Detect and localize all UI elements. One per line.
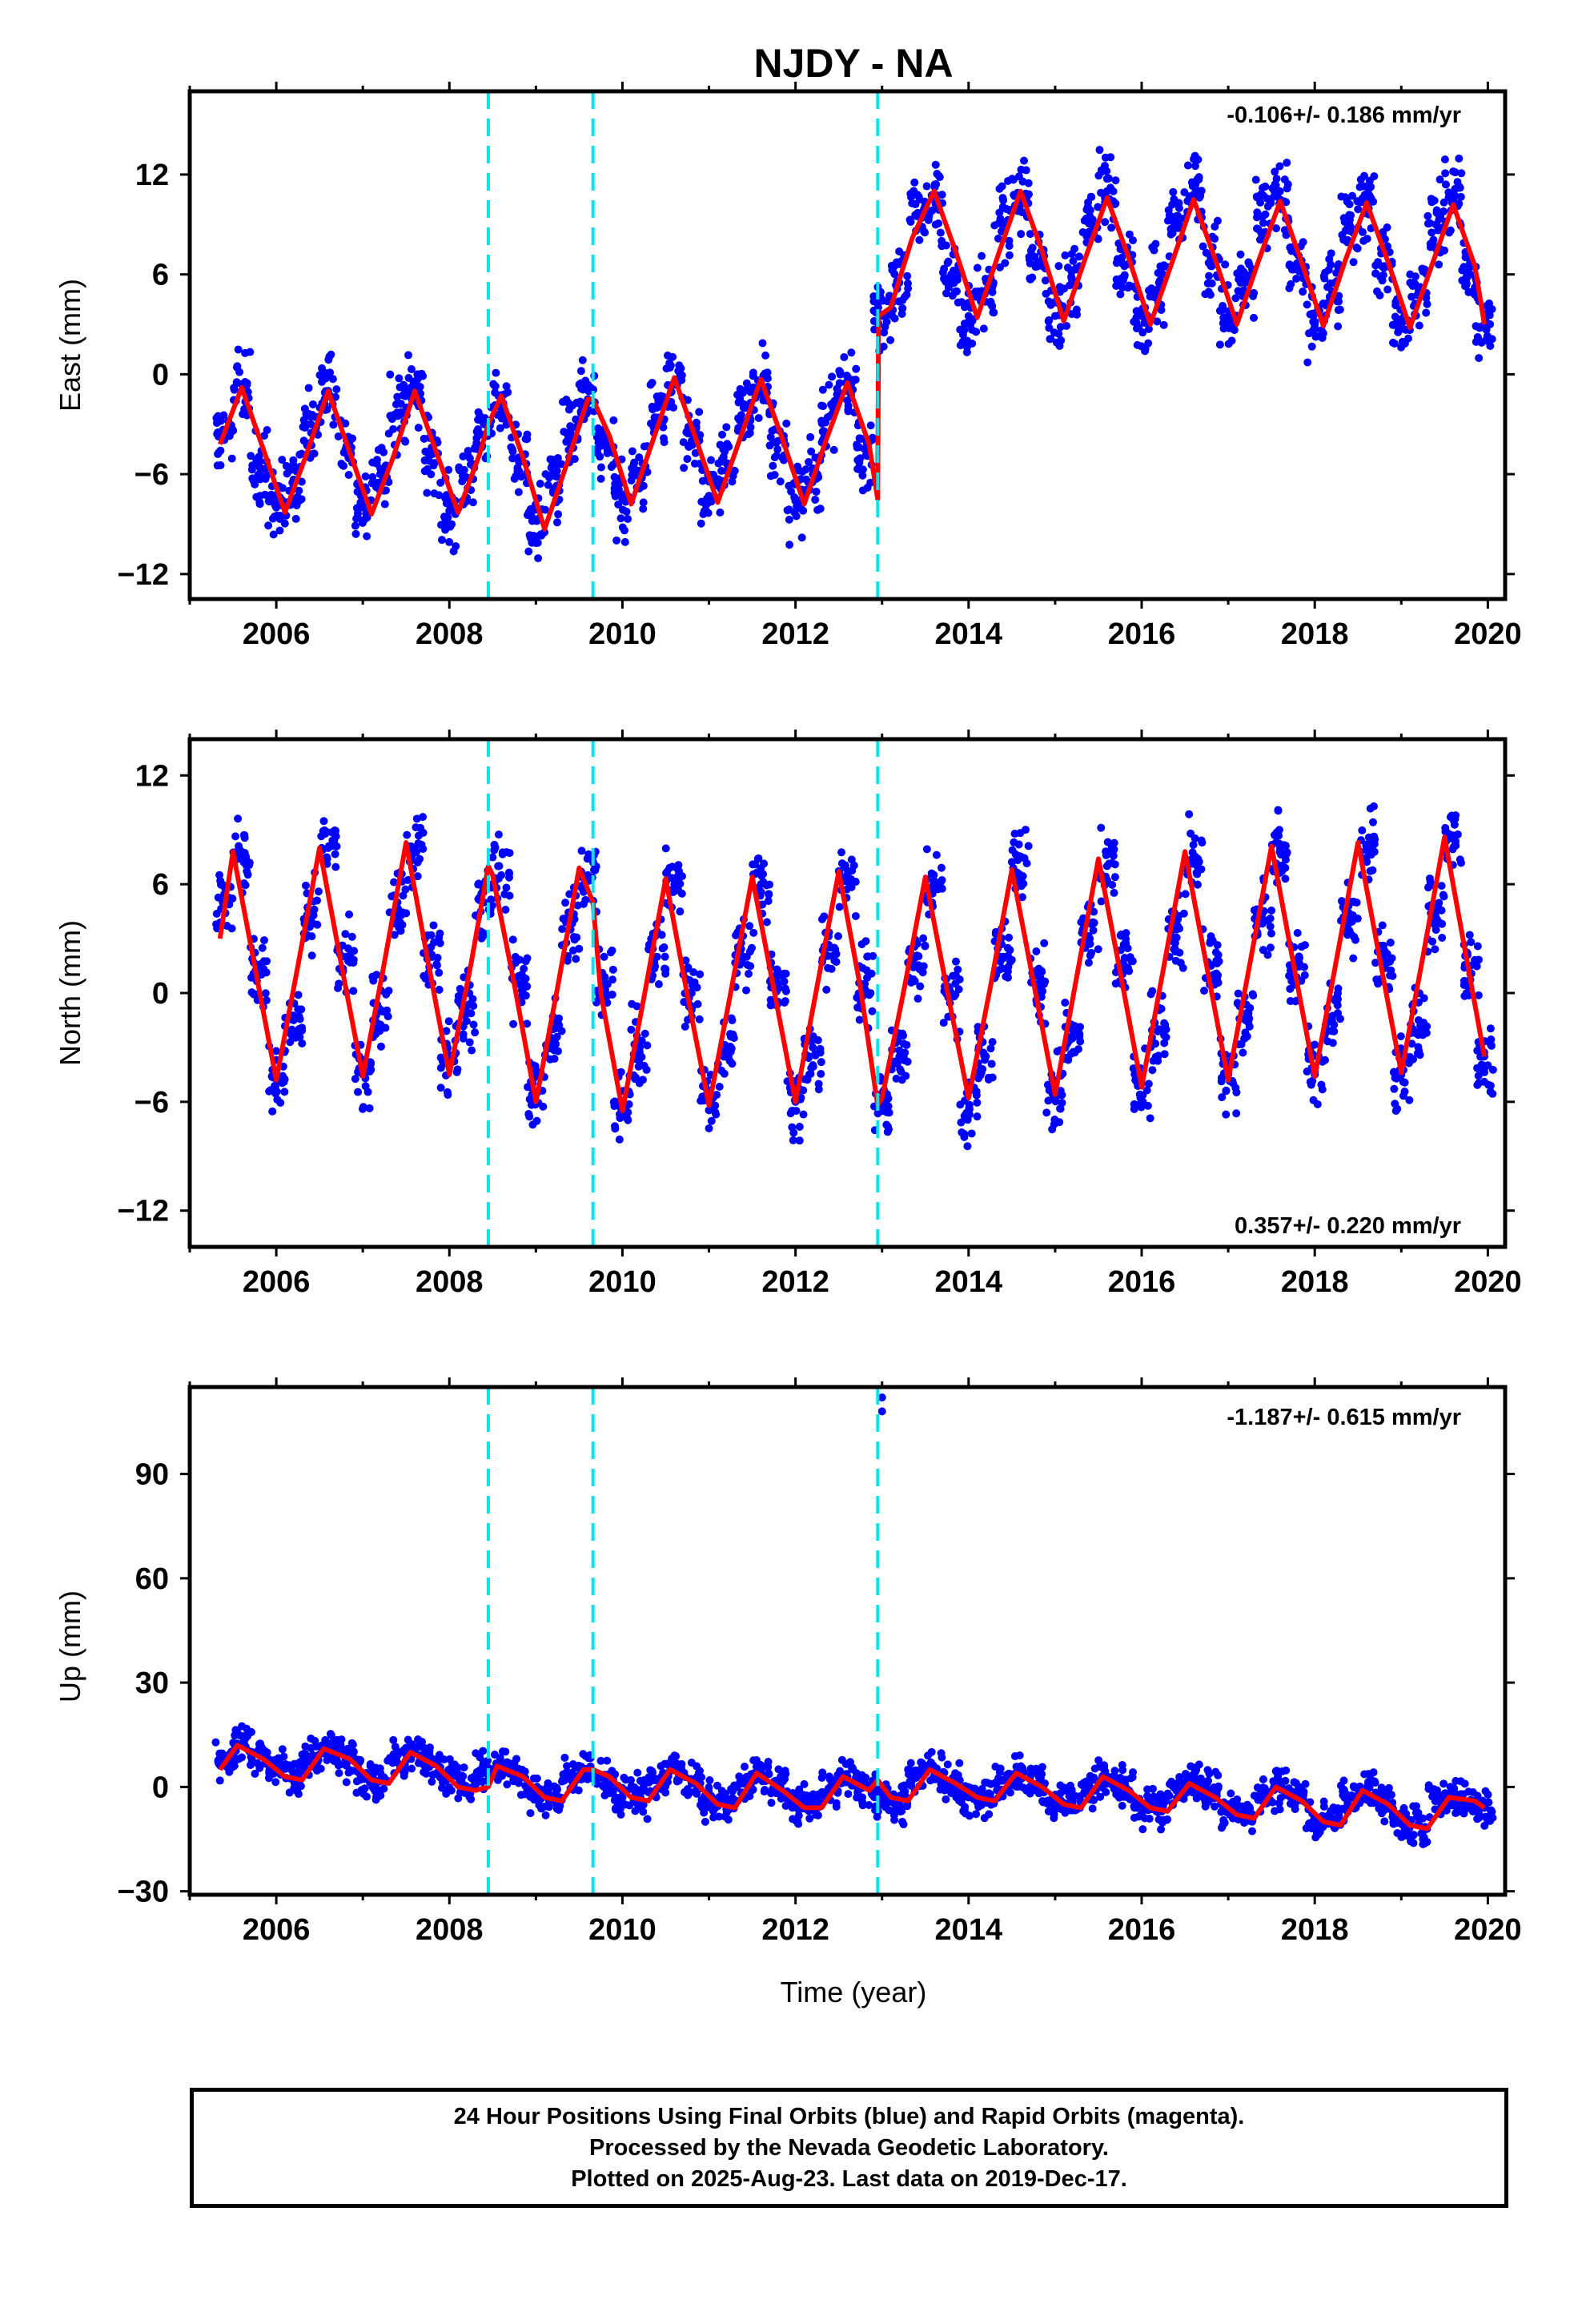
y-tick-label: 90 (135, 1458, 169, 1492)
north-y-axis-label: North (mm) (54, 920, 86, 1066)
caption-box: 24 Hour Positions Using Final Orbits (bl… (190, 2088, 1508, 2208)
up-model-fit-line (218, 1743, 1486, 1831)
x-tick-label: 2014 (935, 1265, 1003, 1299)
y-tick-label: −30 (118, 1876, 169, 1909)
up-y-axis-label: Up (mm) (54, 1590, 86, 1703)
east-model-fit-line (217, 188, 1488, 532)
east-y-axis-label: East (mm) (54, 279, 86, 412)
figure-title: NJDY - NA (753, 41, 953, 86)
north-rate-text: 0.357+/- 0.220 mm/yr (1235, 1213, 1461, 1239)
x-tick-label: 2012 (761, 1265, 829, 1299)
x-tick-label: 2012 (761, 617, 829, 651)
x-tick-label: 2006 (243, 1265, 311, 1299)
y-tick-label: 0 (152, 1771, 169, 1804)
x-tick-label: 2010 (588, 617, 656, 651)
east-rate-text: -0.106+/- 0.186 mm/yr (1227, 103, 1461, 128)
x-tick-label: 2018 (1281, 1913, 1349, 1947)
y-tick-label: −12 (118, 1195, 169, 1228)
y-tick-label: 6 (152, 259, 169, 292)
y-tick-label: 6 (152, 868, 169, 902)
north-panel: 2006 2008 2010 2012 2014 2016 2018 2020 −12 −6 0 6 1… (54, 730, 1522, 1299)
x-tick-label: 2014 (935, 617, 1003, 651)
up-rate-text: -1.187+/- 0.615 mm/yr (1227, 1405, 1461, 1430)
outlier-point (877, 1407, 886, 1416)
east-plot-area: 2006 2008 2010 2012 2014 2016 2018 2020 −12 −6 0 6 1… (118, 82, 1522, 651)
y-tick-label: 0 (152, 358, 169, 392)
caption-line-processed-by: Processed by the Nevada Geodetic Laborat… (589, 2134, 1109, 2161)
east-panel: 2006 2008 2010 2012 2014 2016 2018 2020 −12 −6 0 6 1… (54, 82, 1522, 651)
y-tick-label: 60 (135, 1562, 169, 1596)
x-tick-label: 2010 (588, 1265, 656, 1299)
east-final-orbit-points (212, 146, 1496, 563)
x-tick-label: 2018 (1281, 617, 1349, 651)
y-tick-label: 12 (135, 759, 169, 793)
x-tick-label: 2014 (935, 1913, 1003, 1947)
x-tick-label: 2016 (1108, 1265, 1176, 1299)
x-tick-label: 2006 (243, 1913, 311, 1947)
y-tick-label: −6 (135, 458, 169, 492)
y-tick-label: −12 (118, 558, 169, 592)
x-tick-label: 2008 (416, 1913, 484, 1947)
up-plot-area: 2006 2008 2010 2012 2014 2016 2018 2020 −30 0 30 60… (118, 1377, 1522, 1947)
x-tick-label: 2020 (1454, 617, 1522, 651)
y-tick-label: 0 (152, 977, 169, 1011)
x-tick-label: 2016 (1108, 1913, 1176, 1947)
north-model-fit-line (217, 834, 1488, 1114)
data-point (445, 506, 454, 515)
outlier-point (877, 1393, 886, 1402)
x-tick-label: 2016 (1108, 617, 1176, 651)
x-axis-label: Time (year) (781, 1976, 927, 2008)
x-tick-label: 2008 (416, 617, 484, 651)
y-tick-label: 30 (135, 1667, 169, 1700)
x-tick-label: 2010 (588, 1913, 656, 1947)
up-plot-frame (187, 1385, 1508, 1897)
x-tick-label: 2018 (1281, 1265, 1349, 1299)
x-tick-label: 2012 (761, 1913, 829, 1947)
caption-line-plot-date: Plotted on 2025-Aug-23. Last data on 201… (571, 2165, 1127, 2192)
x-tick-label: 2006 (243, 617, 311, 651)
east-plot-frame (187, 89, 1508, 601)
x-tick-label: 2020 (1454, 1265, 1522, 1299)
x-tick-label: 2020 (1454, 1913, 1522, 1947)
caption-line-orbits: 24 Hour Positions Using Final Orbits (bl… (453, 2103, 1245, 2129)
up-panel: 2006 2008 2010 2012 2014 2016 2018 2020 −30 0 30 60… (54, 1377, 1522, 2008)
y-tick-label: −6 (135, 1086, 169, 1120)
x-tick-label: 2008 (416, 1265, 484, 1299)
north-plot-area: 2006 2008 2010 2012 2014 2016 2018 2020 −12 −6 0 6 1… (118, 730, 1522, 1299)
y-tick-label: 12 (135, 159, 169, 192)
